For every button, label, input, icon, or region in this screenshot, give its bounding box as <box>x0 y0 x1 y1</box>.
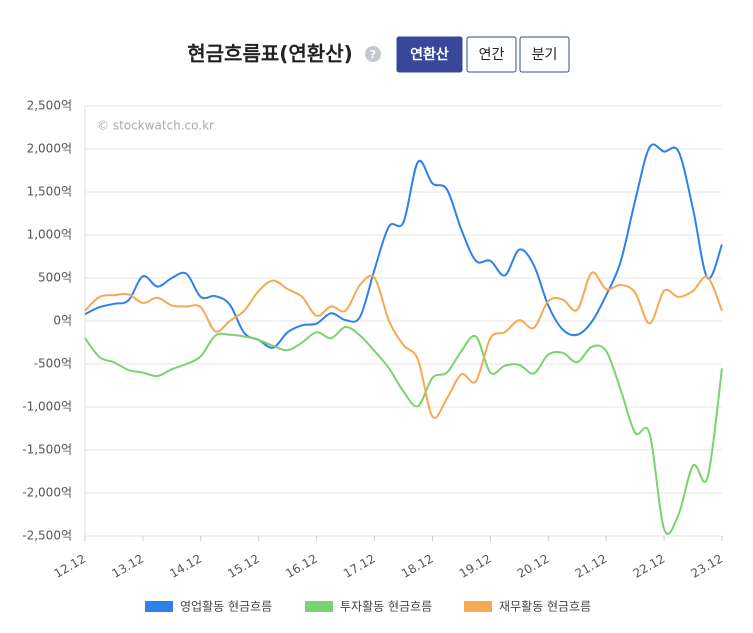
legend-label[interactable]: 영업활동 현금흐름 <box>180 600 272 614</box>
y-tick-label: 2,500억 <box>27 99 72 113</box>
legend-label[interactable]: 재무활동 현금흐름 <box>499 600 591 614</box>
legend-swatch[interactable] <box>305 601 333 612</box>
x-tick-label: 17.12 <box>341 552 378 581</box>
x-tick-label: 18.12 <box>399 552 436 581</box>
watermark: © stockwatch.co.kr <box>97 119 214 133</box>
tab-button[interactable] <box>396 36 463 73</box>
y-tick-label: 0억 <box>53 314 72 328</box>
chart-title: 현금흐름표(연환산) <box>187 42 352 66</box>
y-tick-label: 1,500억 <box>27 185 72 199</box>
y-tick-label: -2,500억 <box>22 529 72 543</box>
tab-button[interactable] <box>519 36 570 73</box>
tab-button-label[interactable]: 분기 <box>532 47 558 63</box>
x-tick-label: 19.12 <box>457 552 494 581</box>
y-tick-label: 1,000억 <box>27 228 72 242</box>
legend-swatch[interactable] <box>145 601 173 612</box>
y-tick-label: -500억 <box>34 357 72 371</box>
legend-label[interactable]: 투자활동 현금흐름 <box>340 600 432 614</box>
x-tick-label: 16.12 <box>283 552 320 581</box>
x-tick-label: 15.12 <box>225 552 262 581</box>
y-tick-label: -1,500억 <box>22 443 72 457</box>
x-tick-label: 14.12 <box>167 552 204 581</box>
tab-button-label[interactable]: 연간 <box>479 47 505 63</box>
y-tick-label: 2,000억 <box>27 142 72 156</box>
tab-button[interactable] <box>466 36 517 73</box>
x-tick-label: 12.12 <box>51 552 88 581</box>
y-tick-label: 500억 <box>38 271 72 285</box>
x-tick-label: 23.12 <box>688 552 725 581</box>
legend-swatch[interactable] <box>464 601 492 612</box>
series-line <box>84 143 723 349</box>
tab-button-label[interactable]: 연환산 <box>410 46 449 63</box>
y-tick-label: -1,000억 <box>22 400 72 414</box>
y-tick-label: -2,000억 <box>22 486 72 500</box>
x-tick-label: 20.12 <box>515 552 552 581</box>
series-line <box>84 326 723 536</box>
x-tick-label: 13.12 <box>109 552 146 581</box>
x-tick-label: 21.12 <box>573 552 610 581</box>
help-icon-bg[interactable] <box>365 46 381 62</box>
help-icon[interactable]: ? <box>370 48 376 61</box>
series-line <box>84 271 723 419</box>
x-tick-label: 22.12 <box>631 552 668 581</box>
